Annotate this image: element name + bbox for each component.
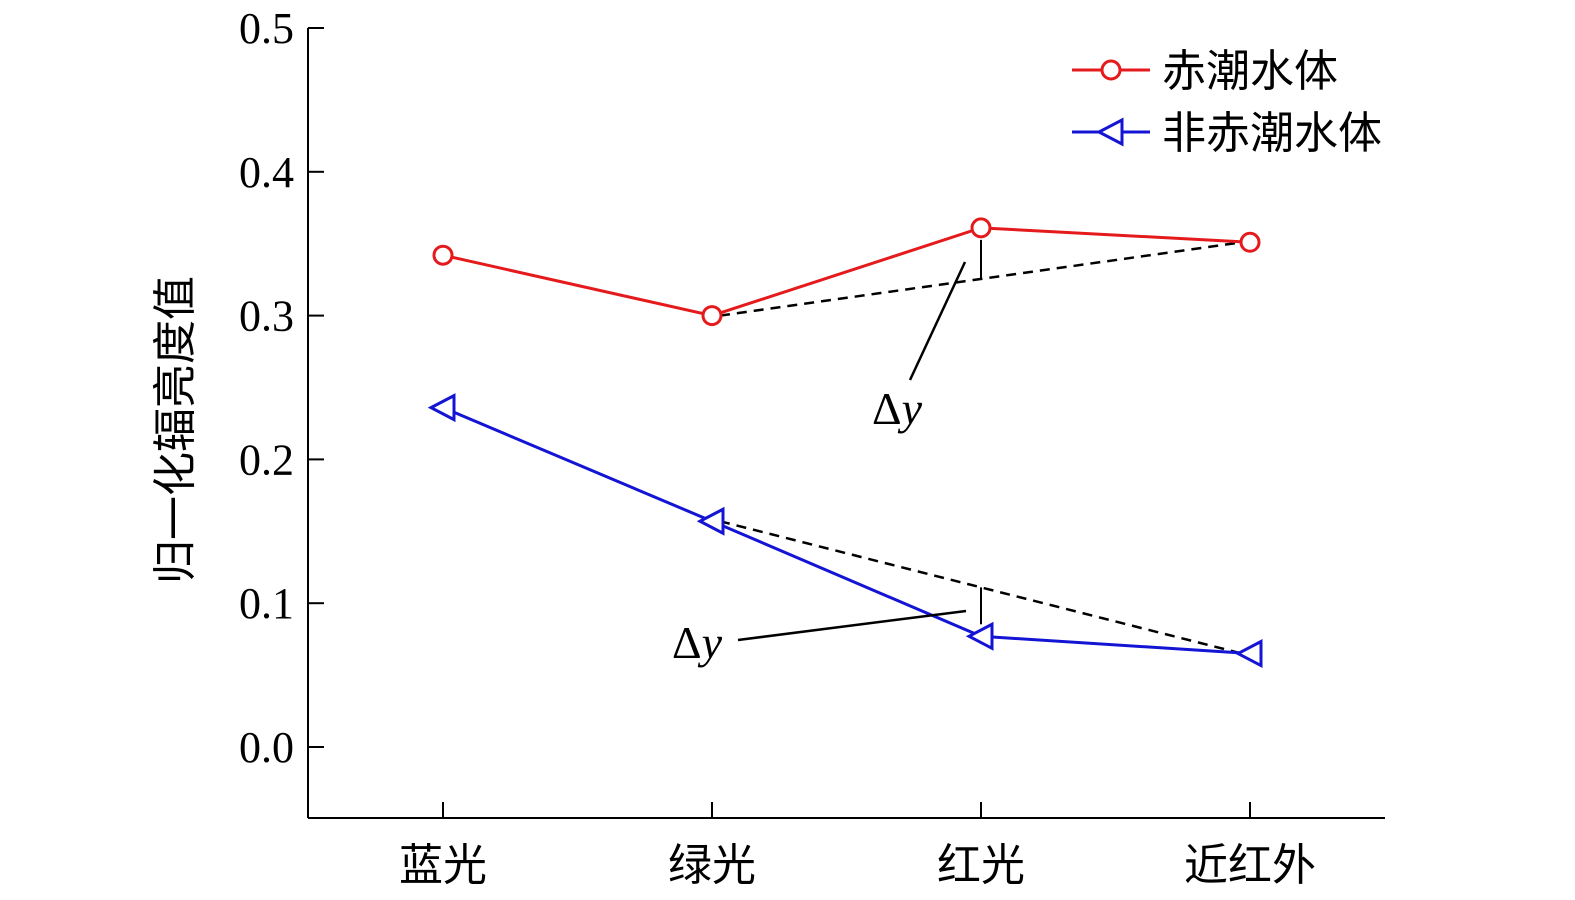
y-tick-label: 0.0	[239, 723, 294, 772]
y-tick-label: 0.4	[239, 148, 294, 197]
data-point-circle	[432, 244, 454, 266]
series-line	[442, 226, 1251, 318]
y-tick-label: 0.5	[239, 4, 294, 53]
y-tick-label: 0.2	[239, 435, 294, 484]
data-point-triangle	[965, 621, 994, 651]
legend-marker-circle	[1100, 59, 1122, 81]
x-tick-label: 近红外	[1184, 840, 1316, 891]
data-point-circle	[701, 305, 723, 327]
y-tick-label: 0.3	[239, 292, 294, 341]
delta-symbol: Δ	[672, 617, 702, 668]
delta-y-label: Δy	[872, 383, 923, 434]
legend-item: 赤潮水体	[1072, 46, 1338, 97]
data-point-circle	[1239, 231, 1261, 253]
legend-item: 非赤潮水体	[1072, 108, 1382, 159]
series-line	[442, 406, 1251, 656]
data-point-triangle	[1234, 639, 1263, 669]
delta-variable: y	[898, 383, 923, 434]
axes: 0.0 0.1 0.2 0.3 0.4 0.5 蓝光 绿光 红光 近红外	[239, 4, 1385, 891]
x-tick-label: 绿光	[668, 840, 756, 891]
legend-label: 非赤潮水体	[1162, 108, 1382, 159]
dashed-baseline	[719, 520, 1243, 655]
series-layer	[427, 217, 1263, 669]
leader-line	[908, 261, 967, 381]
delta-y-annotation: Δy	[672, 609, 967, 668]
data-point-triangle	[696, 506, 725, 536]
series-non-red-tide	[427, 393, 1263, 669]
delta-y-label: Δy	[672, 617, 723, 668]
data-point-circle	[970, 217, 992, 239]
delta-variable: y	[698, 617, 723, 668]
legend-label: 赤潮水体	[1162, 46, 1338, 97]
series-red-tide	[432, 217, 1261, 327]
x-tick-label: 红光	[937, 840, 1025, 891]
y-tick-label: 0.1	[239, 579, 294, 628]
leader-line	[737, 609, 967, 642]
data-point-triangle	[427, 393, 456, 423]
y-axis-title: 归一化辐亮度值	[150, 276, 201, 584]
annotation-guides	[719, 239, 1243, 655]
x-tick-label: 蓝光	[399, 840, 487, 891]
delta-y-annotation: Δy	[872, 261, 967, 434]
delta-symbol: Δ	[872, 383, 902, 434]
legend-marker-triangle	[1095, 117, 1124, 147]
y-axis-title-group: 归一化辐亮度值	[150, 276, 201, 584]
